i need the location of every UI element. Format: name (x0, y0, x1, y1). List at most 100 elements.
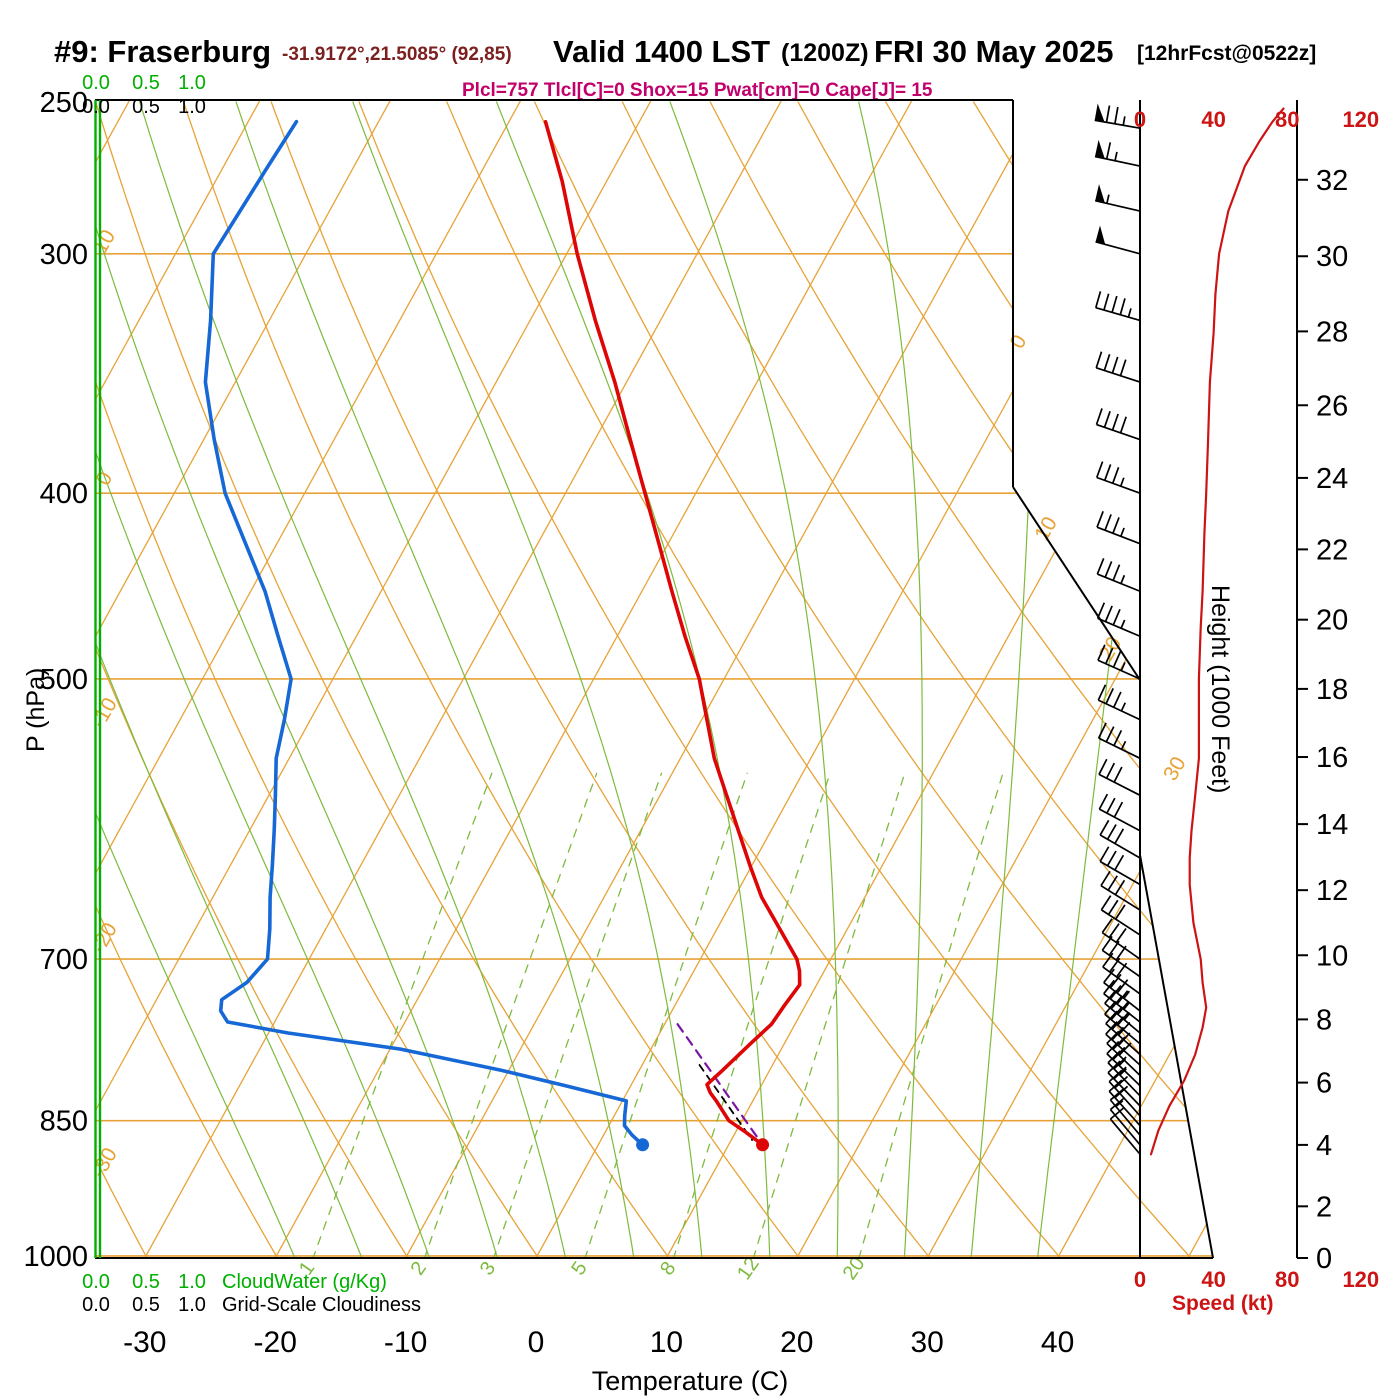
sounding-curves (203, 119, 802, 1152)
isotherm-label: 0 (1006, 331, 1032, 353)
wind-barb (1095, 408, 1141, 441)
wind-barb (1104, 989, 1141, 1034)
height-tick-label: 26 (1316, 390, 1348, 422)
cloudiness-scale-label: 1.0 (178, 1294, 206, 1316)
wind-barb (1099, 846, 1141, 886)
speed-tick-label: 40 (1201, 1267, 1225, 1292)
height-tick-label: 16 (1316, 742, 1348, 774)
wind-barb (1109, 1107, 1141, 1155)
forecast-tag: [12hrFcst@0522z] (1137, 42, 1317, 65)
wind-barb (1096, 557, 1141, 593)
speed-tick-label: 40 (1201, 107, 1225, 132)
height-tick-label: 0 (1316, 1243, 1332, 1275)
height-tick-label: 22 (1316, 534, 1348, 566)
wind-barb (1109, 1097, 1141, 1146)
wind-barb (1099, 819, 1141, 859)
wind-barbs (1094, 103, 1141, 1155)
wind-barb (1095, 351, 1141, 383)
temperature-tick-label: 20 (780, 1326, 813, 1359)
temperature-tick-label: 10 (650, 1326, 683, 1359)
height-tick-label: 10 (1316, 940, 1348, 972)
height-tick-label: 12 (1316, 875, 1348, 907)
temperature-axis-title: Temperature (C) (591, 1366, 789, 1396)
wind-barb (1094, 139, 1141, 167)
temperature-tick-label: -30 (123, 1326, 166, 1359)
height-tick-label: 6 (1316, 1068, 1332, 1100)
sounding-indices-line: Plcl=757 Tlcl[C]=0 Shox=15 Pwat[cm]=0 Ca… (462, 80, 933, 101)
wind-barb (1103, 968, 1141, 1012)
wind-barb (1101, 918, 1141, 960)
cloudwater-scale-label: 0.5 (132, 1271, 160, 1293)
height-tick-label: 18 (1316, 674, 1348, 706)
wind-barb (1097, 644, 1141, 680)
isotherm-label: 10 (1030, 513, 1062, 545)
cloudiness-scale-label: 0.5 (132, 96, 160, 118)
height-tick-label: 24 (1316, 463, 1348, 495)
cloudiness-scale-label: 0.0 (82, 96, 110, 118)
speed-axis-title: Speed (kt) (1172, 1292, 1274, 1315)
wind-barb (1097, 684, 1141, 721)
wind-barb (1094, 291, 1141, 322)
valid-zulu-label: (1200Z) (781, 39, 869, 67)
height-tick-label: 14 (1316, 809, 1348, 841)
cloudwater-scale-label: 0.5 (132, 72, 160, 94)
wind-barb (1095, 225, 1141, 255)
height-tick-label: 20 (1316, 605, 1348, 637)
speed-tick-label: 0 (1134, 1267, 1146, 1292)
wind-barb (1098, 758, 1141, 797)
isotherm-label: 20 (1095, 633, 1127, 665)
mixing-ratio-label: 8 (656, 1258, 680, 1280)
cloudwater-scale-label: 1.0 (178, 72, 206, 94)
pressure-tick-label: 300 (40, 239, 88, 271)
dry-adiabat-label: 10 (89, 226, 121, 258)
mixing-ratio-label: 5 (567, 1258, 591, 1280)
wind-speed-curve (1149, 107, 1285, 1156)
height-tick-label: 30 (1316, 241, 1348, 273)
cloudwater-scale-label: 1.0 (178, 1271, 206, 1293)
wind-barb (1097, 722, 1141, 760)
speed-tick-label: 120 (1342, 107, 1379, 132)
mixing-ratio-label: 3 (476, 1258, 500, 1280)
cloudwater-scale-label: 0.0 (82, 1271, 110, 1293)
dry-adiabat-label: -30 (87, 1144, 122, 1182)
speed-tick-label: 120 (1342, 1267, 1379, 1292)
cloudiness-scale-label: 0.0 (82, 1294, 110, 1316)
parcel-path (676, 1023, 764, 1146)
pressure-tick-label: 250 (40, 87, 88, 119)
temperature-tick-label: -20 (254, 1326, 297, 1359)
height-tick-label: 2 (1316, 1191, 1332, 1223)
wind-barb (1108, 1079, 1141, 1127)
valid-time-label: Valid 1400 LST (553, 34, 771, 69)
pressure-tick-label: 400 (40, 478, 88, 510)
wind-barb (1096, 602, 1141, 638)
isotherm-label: 30 (1159, 753, 1191, 785)
temperature-tick-label: 0 (528, 1326, 545, 1359)
wind-barb (1096, 511, 1141, 545)
pressure-tick-label: 700 (40, 944, 88, 976)
station-coordinates: -31.9172°,21.5085° (92,85) (282, 44, 512, 65)
pressure-tick-label: 500 (40, 664, 88, 696)
height-tick-label: 32 (1316, 165, 1348, 197)
wind-barb (1100, 895, 1141, 936)
speed-tick-label: 80 (1275, 107, 1299, 132)
wind-barb (1107, 1060, 1141, 1107)
wind-barb (1094, 103, 1141, 130)
wind-barb (1094, 184, 1141, 212)
pressure-tick-label: 850 (40, 1106, 88, 1138)
background-grid (95, 100, 1213, 1258)
cloudiness-scale-label: 0.5 (132, 1294, 160, 1316)
wind-barb (1095, 461, 1141, 495)
speed-tick-label: 80 (1275, 1267, 1299, 1292)
cloudiness-scale-label: 1.0 (178, 96, 206, 118)
valid-date-label: FRI 30 May 2025 (874, 34, 1114, 69)
temperature-tick-label: 30 (911, 1326, 944, 1359)
wind-barb (1100, 870, 1141, 911)
surface-temperature-dot (756, 1138, 770, 1152)
parcel-path-secondary (698, 1064, 753, 1141)
mixing-ratio-label: 2 (407, 1258, 431, 1280)
temperature-tick-label: 40 (1041, 1326, 1074, 1359)
wind-barb (1098, 793, 1141, 832)
